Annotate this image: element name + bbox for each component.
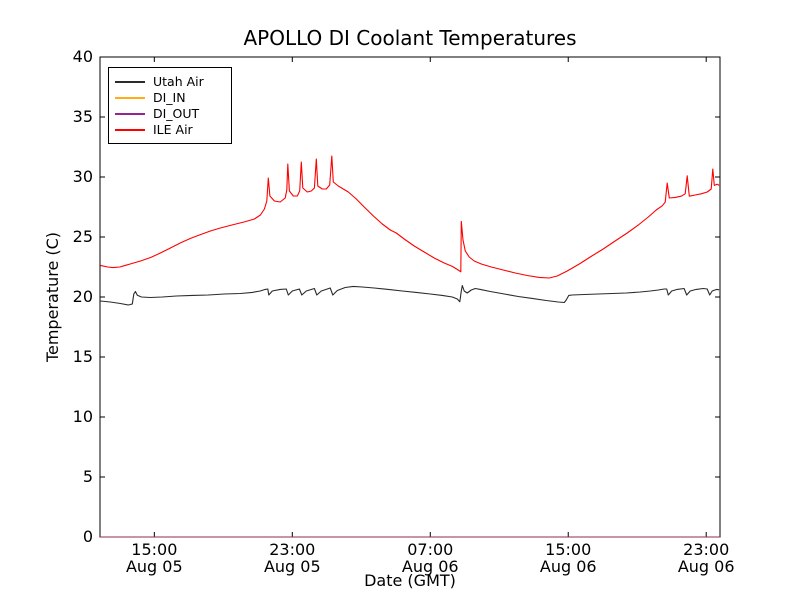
x-tick-label-date: Aug 06: [678, 557, 735, 576]
y-tick-label: 30: [73, 167, 93, 186]
x-tick-label-time: 15:00: [545, 540, 591, 559]
series-line-utah-air: [100, 284, 720, 306]
y-tick-label: 0: [83, 527, 93, 546]
legend-label: DI_OUT: [153, 106, 200, 121]
legend-entry-utah-air: Utah Air: [115, 74, 225, 90]
y-tick-label: 15: [73, 347, 93, 366]
legend-entry-di-out: DI_OUT: [115, 106, 225, 122]
di-out-line-swatch: [115, 113, 145, 115]
legend-entry-di-in: DI_IN: [115, 90, 225, 106]
x-tick-label-time: 15:00: [131, 540, 177, 559]
x-tick-label-time: 07:00: [407, 540, 453, 559]
y-tick-label: 40: [73, 47, 93, 66]
x-tick-label-time: 23:00: [683, 540, 729, 559]
series-line-ile-air: [100, 155, 720, 279]
legend-entry-ile-air: ILE Air: [115, 122, 225, 138]
utah-air-line-swatch: [115, 81, 145, 83]
legend-label: Utah Air: [153, 74, 204, 89]
legend: Utah Air DI_IN DI_OUT ILE Air: [108, 67, 232, 144]
x-tick-label-time: 23:00: [269, 540, 315, 559]
y-tick-label: 10: [73, 407, 93, 426]
x-axis-label: Date (GMT): [364, 571, 456, 590]
y-tick-label: 25: [73, 227, 93, 246]
ile-air-line-swatch: [115, 129, 145, 131]
chart-title: APOLLO DI Coolant Temperatures: [243, 26, 577, 50]
legend-label: ILE Air: [153, 122, 193, 137]
y-tick-label: 5: [83, 467, 93, 486]
y-axis-label: Temperature (C): [43, 231, 62, 363]
x-tick-label-date: Aug 05: [126, 557, 183, 576]
y-tick-label: 35: [73, 107, 93, 126]
di-in-line-swatch: [115, 97, 145, 99]
y-tick-label: 20: [73, 287, 93, 306]
x-tick-label-date: Aug 06: [540, 557, 597, 576]
x-tick-label-date: Aug 05: [264, 557, 321, 576]
legend-label: DI_IN: [153, 90, 186, 105]
x-tick-label-date: Aug 06: [402, 557, 459, 576]
